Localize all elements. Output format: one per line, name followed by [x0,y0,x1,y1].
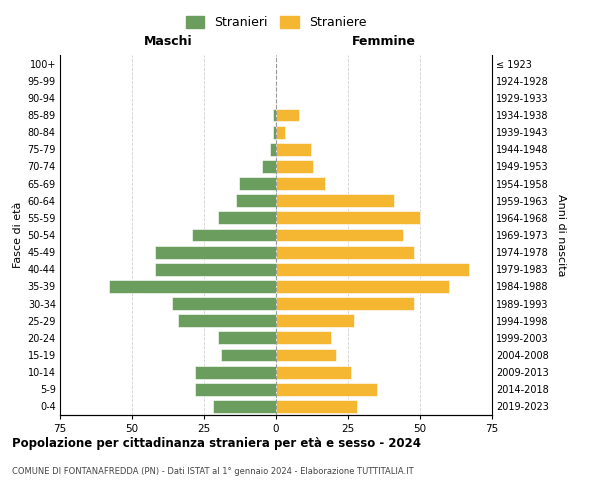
Y-axis label: Fasce di età: Fasce di età [13,202,23,268]
Bar [276,332,331,344]
Bar [273,126,276,138]
Bar [236,194,276,207]
Bar [270,143,276,156]
Bar [155,263,276,276]
Bar [276,160,313,173]
Legend: Stranieri, Straniere: Stranieri, Straniere [181,11,371,34]
Text: Femmine: Femmine [352,35,416,48]
Bar [276,297,414,310]
Bar [262,160,276,173]
Bar [196,383,276,396]
Bar [276,246,414,258]
Bar [172,297,276,310]
Bar [218,332,276,344]
Text: Popolazione per cittadinanza straniera per età e sesso - 2024: Popolazione per cittadinanza straniera p… [12,438,421,450]
Bar [276,383,377,396]
Bar [109,280,276,293]
Bar [276,143,311,156]
Bar [221,348,276,362]
Bar [273,108,276,122]
Text: Maschi: Maschi [143,35,193,48]
Bar [155,246,276,258]
Bar [276,177,325,190]
Bar [276,348,337,362]
Bar [178,314,276,327]
Text: COMUNE DI FONTANAFREDDA (PN) - Dati ISTAT al 1° gennaio 2024 - Elaborazione TUTT: COMUNE DI FONTANAFREDDA (PN) - Dati ISTA… [12,468,413,476]
Bar [212,400,276,413]
Bar [276,263,469,276]
Bar [276,126,284,138]
Bar [218,212,276,224]
Bar [276,194,394,207]
Bar [276,212,420,224]
Bar [193,228,276,241]
Bar [276,280,449,293]
Bar [239,177,276,190]
Bar [276,314,354,327]
Y-axis label: Anni di nascita: Anni di nascita [556,194,566,276]
Bar [276,228,403,241]
Bar [276,108,299,122]
Bar [196,366,276,378]
Bar [276,400,356,413]
Bar [276,366,351,378]
